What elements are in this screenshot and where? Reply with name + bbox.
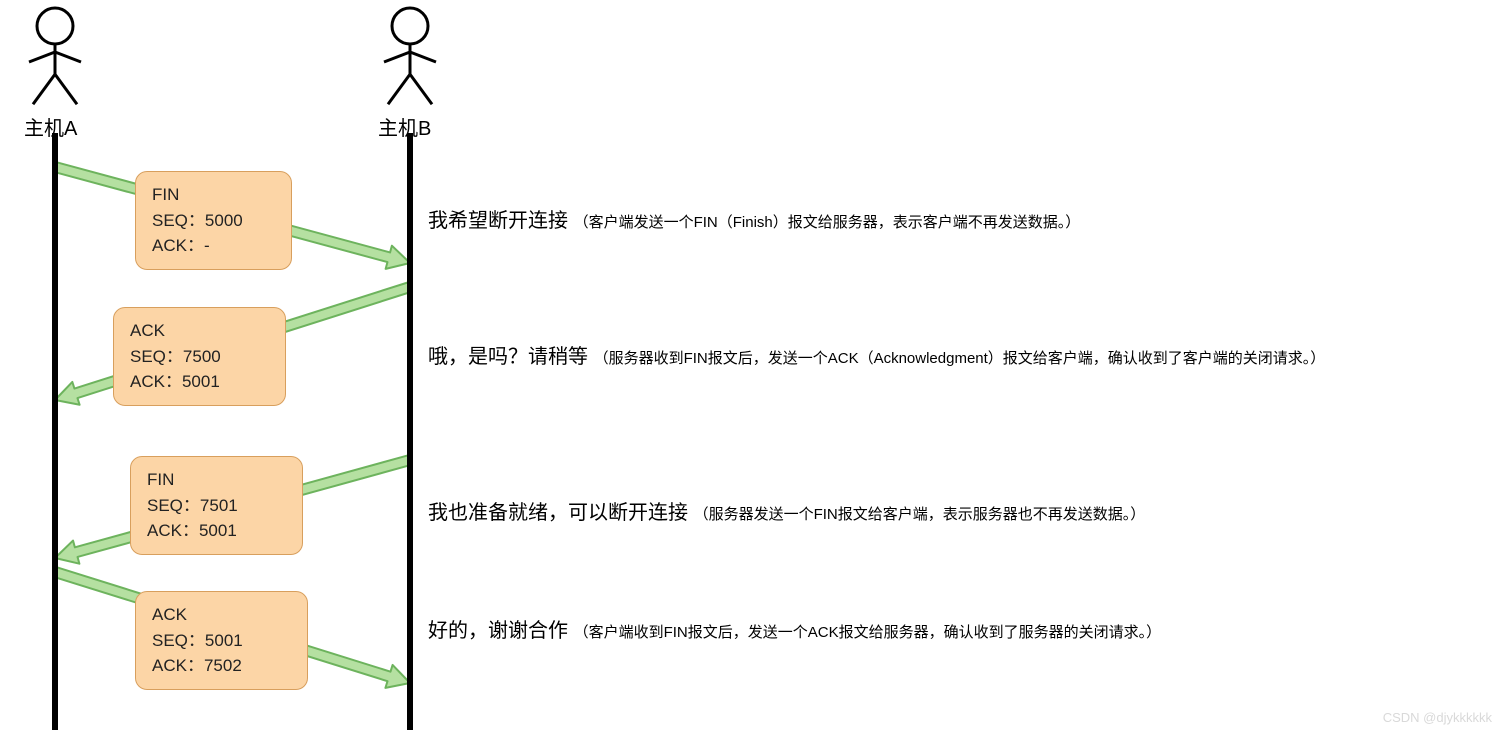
host-a-label: 主机A xyxy=(24,112,77,141)
packet-3-ack: ACK：5001 xyxy=(147,518,286,544)
packet-2-box: ACK SEQ：7500 ACK：5001 xyxy=(113,307,286,406)
packet-3-box: FIN SEQ：7501 ACK：5001 xyxy=(130,456,303,555)
packet-2-seq: SEQ：7500 xyxy=(130,344,269,370)
annotation-4-main: 好的，谢谢合作 xyxy=(428,620,568,642)
packet-4-ack: ACK：7502 xyxy=(152,653,291,679)
annotation-3-main: 我也准备就绪，可以断开连接 xyxy=(428,502,688,524)
annotation-1-main: 我希望断开连接 xyxy=(428,210,568,232)
annotation-1: 我希望断开连接 （客户端发送一个FIN（Finish）报文给服务器，表示客户端不… xyxy=(428,204,1080,233)
annotation-2: 哦，是吗？请稍等 （服务器收到FIN报文后，发送一个ACK（Acknowledg… xyxy=(428,340,1325,369)
annotation-4-sub: （客户端收到FIN报文后，发送一个ACK报文给服务器，确认收到了服务器的关闭请求… xyxy=(574,624,1162,641)
packet-3-flag: FIN xyxy=(147,467,286,493)
packet-1-box: FIN SEQ：5000 ACK：- xyxy=(135,171,292,270)
packet-1-seq: SEQ：5000 xyxy=(152,208,275,234)
annotation-1-sub: （客户端发送一个FIN（Finish）报文给服务器，表示客户端不再发送数据。） xyxy=(574,214,1081,231)
annotation-3-sub: （服务器发送一个FIN报文给客户端，表示服务器也不再发送数据。） xyxy=(694,506,1146,523)
packet-4-box: ACK SEQ：5001 ACK：7502 xyxy=(135,591,308,690)
packet-3-seq: SEQ：7501 xyxy=(147,493,286,519)
annotation-2-main: 哦，是吗？请稍等 xyxy=(428,346,588,368)
packet-2-flag: ACK xyxy=(130,318,269,344)
packet-4-flag: ACK xyxy=(152,602,291,628)
packet-1-ack: ACK：- xyxy=(152,233,275,259)
annotation-3: 我也准备就绪，可以断开连接 （服务器发送一个FIN报文给客户端，表示服务器也不再… xyxy=(428,496,1145,525)
watermark: CSDN @djykkkkkk xyxy=(1383,710,1492,725)
packet-2-ack: ACK：5001 xyxy=(130,369,269,395)
packet-1-flag: FIN xyxy=(152,182,275,208)
host-b-label: 主机B xyxy=(378,112,431,141)
annotation-2-sub: （服务器收到FIN报文后，发送一个ACK（Acknowledgment）报文给客… xyxy=(594,350,1326,367)
annotation-4: 好的，谢谢合作 （客户端收到FIN报文后，发送一个ACK报文给服务器，确认收到了… xyxy=(428,614,1161,643)
packet-4-seq: SEQ：5001 xyxy=(152,628,291,654)
